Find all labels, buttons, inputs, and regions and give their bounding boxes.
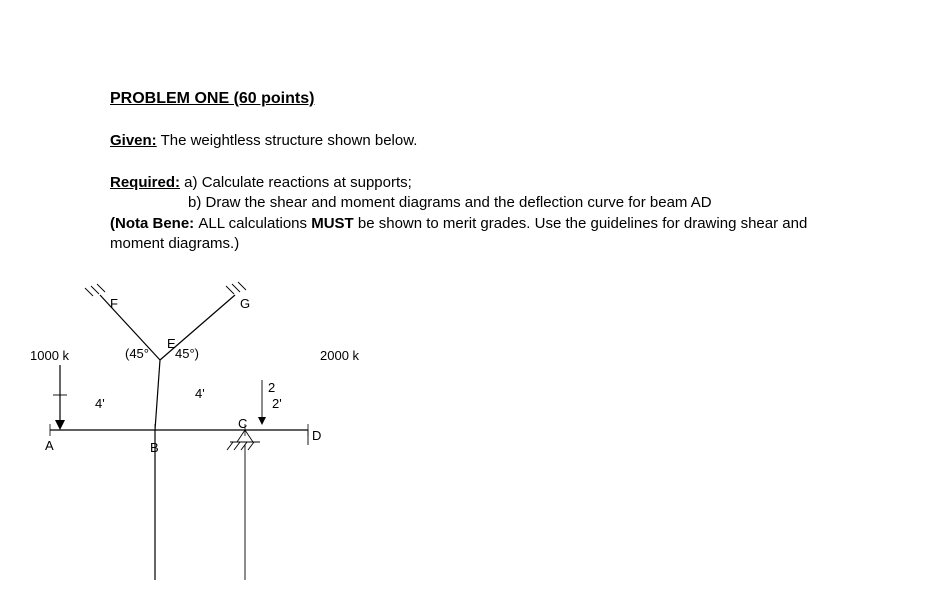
dim-CD: 2': [272, 396, 282, 411]
required-label: Required:: [110, 174, 180, 191]
given-text: The weightless structure shown below.: [157, 132, 418, 149]
required-a: a) Calculate reactions at supports;: [180, 174, 412, 191]
label-A: A: [45, 438, 54, 453]
structure-diagram: A B C D E F G (45° 45°) 1000 k 2000 k 4'…: [30, 280, 380, 580]
load-right: 2000 k: [320, 348, 360, 363]
required-b: b) Draw the shear and moment diagrams an…: [110, 193, 830, 213]
label-B: B: [150, 440, 159, 455]
nota-must: MUST: [311, 215, 354, 232]
label-F: F: [110, 296, 118, 311]
nota-prefix: (Nota Bene:: [110, 215, 198, 232]
label-C: C: [238, 416, 247, 431]
given-label: Given:: [110, 132, 157, 149]
angle-right: 45°): [175, 346, 199, 361]
label-G: G: [240, 296, 250, 311]
nota-bene: (Nota Bene: ALL calculations MUST be sho…: [110, 215, 807, 252]
load-left: 1000 k: [30, 348, 70, 363]
label-D: D: [312, 428, 321, 443]
problem-title: PROBLEM ONE (60 points): [110, 90, 830, 108]
dim-BC: 4': [195, 386, 205, 401]
given-line: Given: The weightless structure shown be…: [110, 132, 830, 149]
nota-em: ALL calculations: [198, 215, 311, 232]
required-block: Required: a) Calculate reactions at supp…: [110, 173, 830, 254]
label-two: 2: [268, 380, 275, 395]
dim-AB: 4': [95, 396, 105, 411]
angle-left: (45°: [125, 346, 149, 361]
